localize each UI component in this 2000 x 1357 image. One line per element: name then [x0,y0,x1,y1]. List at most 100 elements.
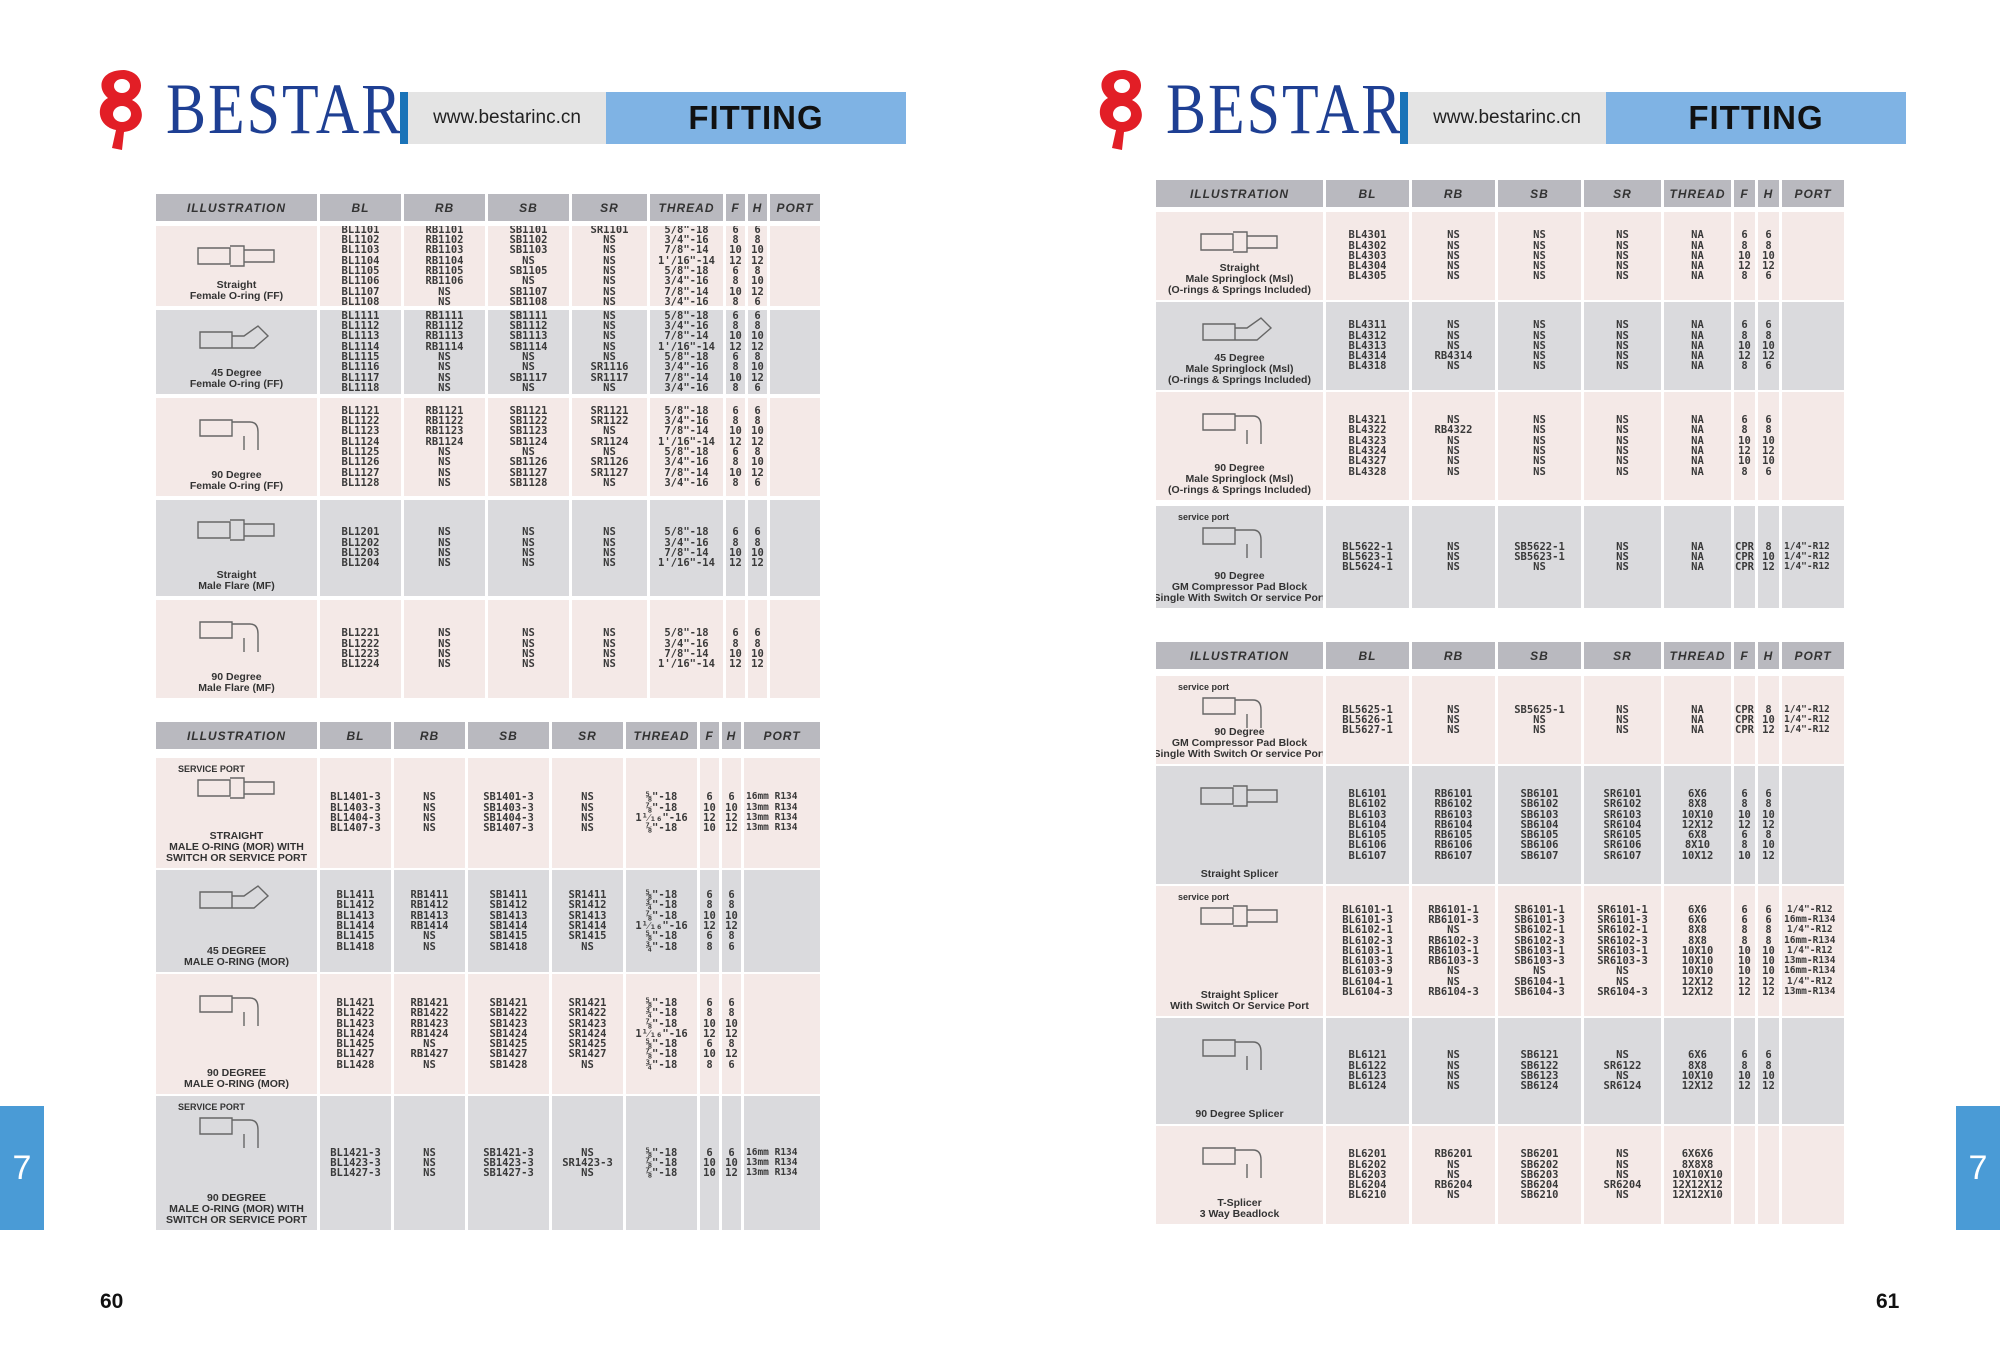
fitting-name: Straight Splicer With Switch Or Service … [1170,989,1309,1012]
cell-f: 6 10 12 10 [700,758,722,868]
table-header: ILLUSTRATION BL RB SB SR THREAD F H PORT [156,194,820,221]
column-header-sb: SB [1498,180,1584,207]
service-port-label: service port [1178,512,1230,522]
cell-rb: RB6101 RB6102 RB6103 RB6104 RB6105 RB610… [1412,766,1498,884]
cell-rb: RB1421 RB1422 RB1423 RB1424 NS RB1427 NS [394,974,468,1094]
fitting-name: 90 Degree GM Compressor Pad Block Single… [1156,570,1326,604]
table-row: SERVICE PORT 90 DEGREE MALE O-RING (MOR) … [156,1096,820,1230]
cell-h: 6 8 10 12 6 [1758,302,1782,390]
illustration-cell: Straight Male Flare (MF) [156,500,320,596]
column-header-bl: BL [1326,180,1412,207]
table-row: service port 90 Degree GM Compressor Pad … [1156,506,1844,608]
illustration-cell: SERVICE PORT 90 DEGREE MALE O-RING (MOR) … [156,1096,320,1230]
cell-port [770,398,820,496]
column-header-f: F [700,722,722,749]
column-header-port: PORT [1782,180,1844,207]
table-row: 45 Degree Male Springlock (Msl) (O-rings… [1156,302,1844,390]
cell-bl: BL6201 BL6202 BL6203 BL6204 BL6210 [1326,1126,1412,1224]
cell-f: 6 8 10 12 8 [1734,212,1758,300]
bestar-logo-icon [1094,66,1152,152]
cell-port [1782,392,1844,500]
cell-thread: ⅝"-18 ¾"-18 ⅞"-18 1¹⁄₁₆"-16 ⅝"-18 ¾"-18 [626,870,700,972]
column-header-port: PORT [1782,642,1844,669]
table-row: SERVICE PORT STRAIGHT MALE O-RING (MOR) W… [156,758,820,868]
column-header-bl: BL [320,722,394,749]
cell-h: 6 8 10 12 8 10 12 6 [748,310,770,394]
cell-f: 6 8 10 12 8 [1734,302,1758,390]
cell-port [1782,1126,1844,1224]
table-row: 90 Degree Splicer BL6121 BL6122 BL6123 BL… [1156,1018,1844,1124]
cell-port: 1/4"-R12 16mm-R134 1/4"-R12 16mm-R134 1/… [1782,886,1844,1016]
header-accent [1400,92,1408,144]
cell-port [744,974,820,1094]
header-accent [400,92,408,144]
column-header-f: F [1734,180,1758,207]
cell-sr: NS NS NS NS [572,600,650,698]
cell-sr: NS NS NS NS NS [1584,212,1664,300]
table-row: Straight Female O-ring (FF) BL1101 BL1102… [156,226,820,306]
fitting-table-ff-mf: ILLUSTRATION BL RB SB SR THREAD F H PORT Straight… [156,194,820,698]
table-row: 45 DEGREE MALE O-RING (MOR) BL1411 BL1412… [156,870,820,972]
cell-thread: 6X6 8X8 10X10 12X12 [1664,1018,1734,1124]
cell-rb: RB6101-1 RB6101-3 NS RB6102-3 RB6103-1 R… [1412,886,1498,1016]
cell-thread: 6X6 6X6 8X8 8X8 10X10 10X10 10X10 12X12 … [1664,886,1734,1016]
cell-thread: NA NA NA NA NA NA [1664,392,1734,500]
illustration-cell: 90 Degree Female O-ring (FF) [156,398,320,496]
cell-thread: NA NA NA NA NA [1664,212,1734,300]
table-row: 90 Degree Male Springlock (Msl) (O-rings… [1156,392,1844,500]
cell-thread: ⅝"-18 ¾"-18 ⅞"-18 1¹⁄₁₆"-16 ⅝"-18 ⅞"-18 … [626,974,700,1094]
cell-port [770,310,820,394]
illustration-cell: service port 90 Degree GM Compressor Pad … [1156,676,1326,764]
column-header-thread: THREAD [1664,180,1734,207]
cell-f: 6 10 10 [700,1096,722,1230]
section-title: FITTING [1606,92,1906,144]
table-row: Straight Male Springlock (Msl) (O-rings … [1156,212,1844,300]
cell-thread: 5/8"-18 3/4"-16 7/8"-14 1'/16"-14 [650,500,726,596]
cell-bl: BL4311 BL4312 BL4313 BL4314 BL4318 [1326,302,1412,390]
cell-f: 6 8 10 12 6 8 10 8 [726,310,748,394]
chapter-tab-right[interactable]: 7 [1956,1106,2000,1230]
cell-rb: NS NS NS RB4314 NS [1412,302,1498,390]
cell-f [1734,1126,1758,1224]
cell-sb: SB6101-1 SB6101-3 SB6102-1 SB6102-3 SB61… [1498,886,1584,1016]
column-header-illustration: ILLUSTRATION [1156,642,1326,669]
cell-sb: SB6101 SB6102 SB6103 SB6104 SB6105 SB610… [1498,766,1584,884]
cell-sr: NS SR1423-3 NS [552,1096,626,1230]
cell-bl: BL1421-3 BL1423-3 BL1427-3 [320,1096,394,1230]
cell-sr: NS NS NS NS NS [1584,302,1664,390]
cell-rb: NS NS NS [1412,506,1498,608]
cell-h [1758,1126,1782,1224]
cell-sr: NS SR6122 NS SR6124 [1584,1018,1664,1124]
table-row: 45 Degree Female O-ring (FF) BL1111 BL111… [156,310,820,394]
table-row: service port 90 Degree GM Compressor Pad … [1156,676,1844,764]
table-row: Straight Splicer BL6101 BL6102 BL6103 BL6… [1156,766,1844,884]
cell-bl: BL1221 BL1222 BL1223 BL1224 [320,600,404,698]
column-header-port: PORT [770,194,820,221]
page-number-right: 61 [1876,1290,1900,1313]
table-header: ILLUSTRATION BL RB SB SR THREAD F H PORT [156,722,820,749]
cell-sb: NS NS NS NS NS NS [1498,392,1584,500]
table-row: service port Straight Splicer With Switch… [1156,886,1844,1016]
fitting-name: 90 DEGREE MALE O-RING (MOR) [184,1067,289,1090]
cell-rb: NS NS NS NS NS [1412,212,1498,300]
chapter-tab-left[interactable]: 7 [0,1106,44,1230]
brand-logo-left: BESTAR [94,66,403,152]
column-header-port: PORT [744,722,820,749]
column-header-sb: SB [488,194,572,221]
cell-sr: NS NS NS SR6204 NS [1584,1126,1664,1224]
fitting-name: Straight Male Flare (MF) [198,569,275,592]
cell-sb: SB1411 SB1412 SB1413 SB1414 SB1415 SB141… [468,870,552,972]
cell-h: 6 8 10 12 8 12 6 [722,974,744,1094]
cell-thread: NA NA NA NA NA [1664,302,1734,390]
cell-rb: NS NS NS [1412,676,1498,764]
illustration-cell: 90 Degree Male Springlock (Msl) (O-rings… [1156,392,1326,500]
brand-name: BESTAR [166,68,404,148]
column-header-thread: THREAD [1664,642,1734,669]
illustration-cell: 45 Degree Female O-ring (FF) [156,310,320,394]
cell-f: 6 8 10 12 6 10 8 [700,974,722,1094]
website-url[interactable]: www.bestarinc.cn [408,92,606,144]
website-url[interactable]: www.bestarinc.cn [1408,92,1606,144]
column-header-rb: RB [1412,642,1498,669]
cell-thread: 5/8"-18 3/4"-16 7/8"-14 1'/16"-14 5/8"-1… [650,398,726,496]
brand-name: BESTAR [1166,68,1404,148]
